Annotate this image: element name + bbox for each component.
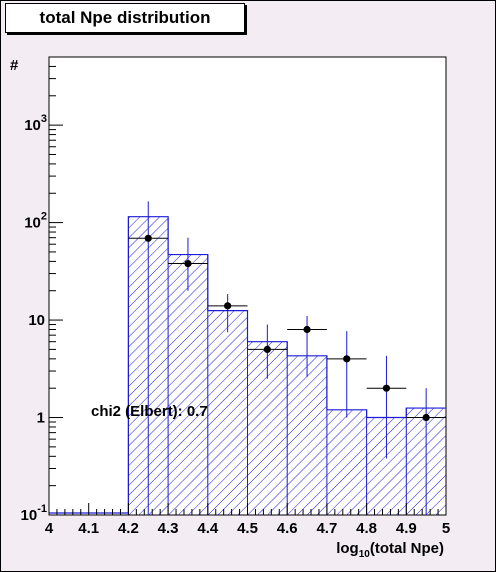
data-point [224,302,232,310]
x-tick-label: 4.4 [197,520,219,537]
y-tick-label: 10-1 [21,503,47,524]
y-tick-label: 1 [37,410,45,427]
data-point [422,413,430,422]
y-tick-label: 102 [24,211,47,232]
x-axis-label-rest: (total Npe) [370,540,444,557]
data-point [184,259,192,268]
chi2-annotation: chi2 (Elbert): 0.7 [91,403,208,420]
histogram-bar [287,355,327,515]
x-tick-label: 4.1 [78,520,99,537]
x-tick-label: 4.6 [277,520,298,537]
data-point [144,234,152,242]
data-point [382,384,391,392]
histogram-bar [207,310,248,515]
x-tick-label: 4.2 [118,520,139,537]
x-axis-label: log10(total Npe) [336,540,444,560]
x-tick-label: 5 [442,520,450,537]
histogram-bar [168,254,208,515]
x-tick-label: 4.5 [237,520,258,537]
chart-title: total Npe distribution [5,3,245,33]
x-tick-label: 4.9 [396,520,417,537]
data-point [343,355,351,363]
y-axis-label: # [10,57,19,74]
x-axis-label-main: log [336,540,359,557]
x-tick-label: 4 [45,520,54,537]
data-point [263,345,271,354]
x-tick-label: 4.3 [158,520,179,537]
y-tick-label: 10 [28,312,45,329]
data-point [303,325,311,334]
y-tick-label: 103 [24,113,47,134]
x-axis-label-sub: 10 [359,549,371,560]
histogram-bar [326,409,367,515]
x-tick-label: 4.7 [316,520,337,537]
x-tick-label: 4.8 [356,520,377,537]
